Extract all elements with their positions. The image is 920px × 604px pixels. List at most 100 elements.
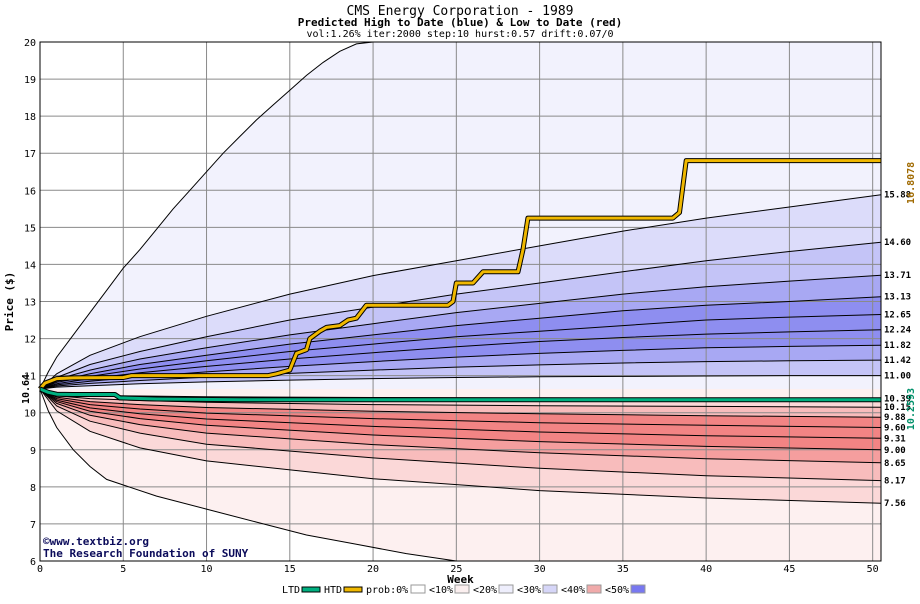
y-tick-label: 19: [24, 75, 36, 86]
y-tick-label: 18: [24, 112, 36, 123]
percentile-line: [39, 194, 882, 390]
y-axis-label: Price ($): [3, 272, 16, 332]
percentile-label: 8.65: [884, 459, 906, 469]
x-tick-label: 0: [37, 564, 43, 575]
percentile-line: [39, 388, 882, 464]
percentile-line: [39, 388, 882, 418]
envelope-upper-line: [39, 41, 374, 390]
y-tick-label: 8: [30, 483, 36, 494]
legend-swatch: [454, 584, 470, 594]
percentile-label: 10.39: [884, 394, 911, 404]
percentile-line: [39, 375, 881, 390]
chart-title: CMS Energy Corporation - 1989: [347, 4, 574, 19]
percentile-label: 13.13: [884, 293, 911, 303]
legend-label: <40%: [561, 585, 585, 596]
percentile-label: 12.24: [884, 326, 912, 336]
percentile-label: 11.00: [884, 372, 911, 382]
x-tick-label: 45: [783, 564, 795, 575]
y-tick-label: 10: [24, 409, 36, 420]
x-axis-label: Week: [447, 573, 474, 586]
legend-swatch: [343, 586, 363, 593]
legend-swatch: [410, 584, 426, 594]
credit-url: www.textbiz.org: [50, 535, 149, 548]
envelope-lower-line: [39, 388, 457, 562]
x-tick-label: 40: [700, 564, 712, 575]
percentile-label: 9.60: [884, 424, 906, 434]
credit-organization: The Research Foundation of SUNY: [43, 547, 249, 560]
percentile-label: 15.88: [884, 191, 911, 201]
y-tick-label: 16: [24, 186, 36, 197]
percentile-label: 12.65: [884, 310, 911, 320]
y-tick-label: 9: [30, 446, 36, 457]
percentile-label: 11.82: [884, 341, 911, 351]
low-band-5: [40, 389, 881, 439]
y-tick-label: 17: [24, 149, 36, 160]
percentile-label: 11.42: [884, 356, 911, 366]
percentile-line: [39, 388, 882, 482]
x-tick-label: 15: [284, 564, 296, 575]
legend-label: HTD: [324, 585, 342, 596]
y-tick-label: 13: [24, 298, 36, 309]
legend-swatch: [498, 584, 514, 594]
percentile-label: 13.71: [884, 271, 911, 281]
y-tick-label: 11: [24, 372, 36, 383]
legend-label: LTD: [282, 585, 300, 596]
percentile-line: [39, 344, 882, 390]
x-tick-label: 35: [617, 564, 629, 575]
percentile-label: 7.56: [884, 499, 906, 509]
percentile-line: [39, 388, 882, 451]
x-axis-ticks: 0 5 10 15 20 25 30 35 40 45 50: [37, 564, 879, 575]
percentile-line: [39, 296, 882, 390]
final-high-label: 16.8078: [906, 162, 917, 204]
chart-header: CMS Energy Corporation - 1989 Predicted …: [298, 4, 623, 40]
copyright-line: ©www.textbiz.org: [43, 535, 149, 548]
percentile-line: [39, 274, 882, 390]
data-series: [38, 158, 881, 403]
percentile-line: [39, 388, 882, 428]
y-axis-ticks: 6 7 8 9 10 11 12 13 14 15 16 17 18 19 20: [24, 38, 36, 568]
final-low-label: 10.2593: [906, 388, 917, 430]
y-tick-label: 7: [30, 520, 36, 531]
percentile-value-labels: 15.88 14.60 13.71 13.13 12.65 12.24 11.82 11.42…: [884, 191, 912, 509]
percentile-label: 9.31: [884, 434, 906, 444]
legend-label: <20%: [473, 585, 497, 596]
percentile-lines: [39, 41, 882, 562]
percentile-label: 8.17: [884, 477, 906, 487]
legend-label: <10%: [429, 585, 453, 596]
legend-label: <50%: [605, 585, 629, 596]
chart-parameters: vol:1.26% iter:2000 step:10 hurst:0.57 d…: [306, 29, 613, 40]
legend-swatch: [586, 584, 602, 594]
chart-subtitle: Predicted High to Date (blue) & Low to D…: [298, 16, 623, 29]
legend-swatch: [542, 584, 558, 594]
percentile-line: [39, 388, 882, 439]
legend-swatch: [301, 586, 321, 593]
x-tick-label: 30: [534, 564, 546, 575]
copyright-symbol: ©: [43, 535, 50, 548]
x-tick-label: 25: [450, 564, 462, 575]
probability-bands: [40, 42, 881, 561]
legend-swatch: [630, 584, 646, 594]
y-tick-label: 6: [30, 557, 36, 568]
start-price-label: 10.64: [21, 374, 32, 404]
legend: LTD HTD prob:0% <10% <20% <30% <40% <50%: [282, 584, 646, 596]
percentile-label: 9.88: [884, 413, 906, 423]
percentile-line: [39, 359, 882, 390]
percentile-line: [39, 388, 882, 504]
side-value-labels: 10.64 16.8078 10.2593: [21, 162, 917, 430]
plot-frame: [39, 41, 882, 562]
y-tick-label: 12: [24, 335, 36, 346]
plot-area: [38, 41, 882, 562]
htd-series-line: [38, 159, 881, 390]
percentile-label: 10.15: [884, 403, 911, 413]
y-tick-label: 15: [24, 223, 36, 234]
x-tick-label: 10: [201, 564, 213, 575]
high-band-5: [40, 314, 881, 389]
ltd-series-line: [39, 387, 881, 402]
credit-block: ©www.textbiz.org The Research Foundation…: [43, 535, 249, 560]
x-tick-label: 50: [867, 564, 879, 575]
legend-label: prob:0%: [366, 585, 408, 596]
y-tick-label: 14: [24, 260, 36, 271]
legend-label: <30%: [517, 585, 541, 596]
